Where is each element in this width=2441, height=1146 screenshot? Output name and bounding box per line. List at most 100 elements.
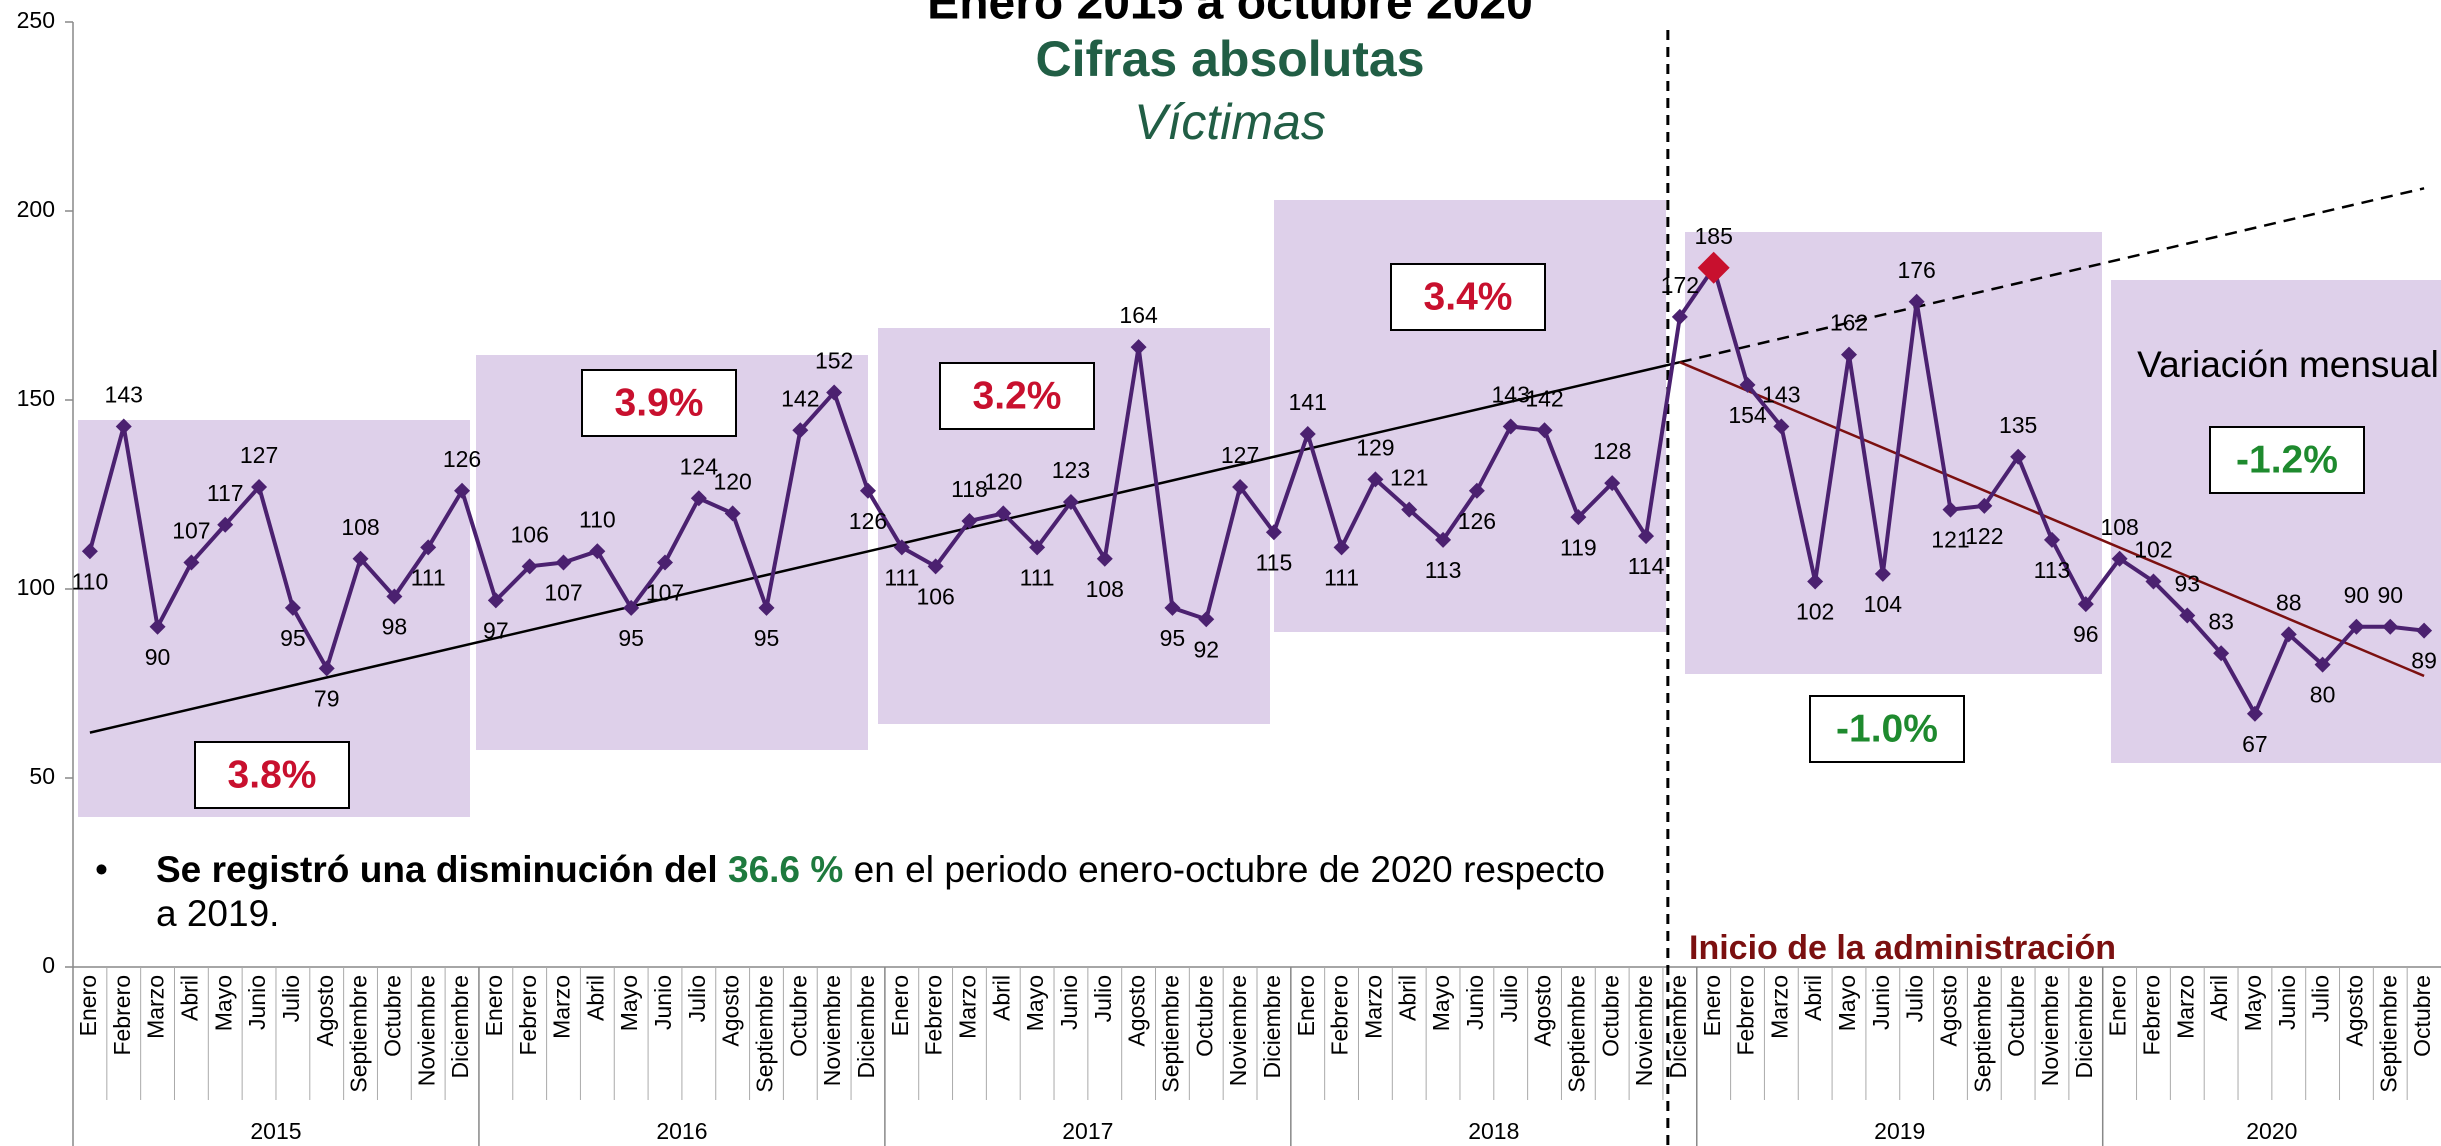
data-point — [1908, 293, 1925, 310]
data-label: 95 — [618, 625, 644, 651]
data-label: 172 — [1661, 272, 1699, 298]
data-label: 129 — [1356, 434, 1394, 460]
data-label: 83 — [2208, 608, 2234, 634]
data-point — [927, 558, 944, 575]
year-label: 2019 — [1874, 1118, 1925, 1144]
y-tick-label: 200 — [17, 196, 55, 222]
data-label: 124 — [680, 453, 719, 479]
data-point — [1671, 308, 1688, 325]
data-label: 107 — [544, 580, 582, 606]
data-point — [555, 554, 572, 571]
data-point — [81, 543, 98, 560]
x-tick-label: Junio — [2274, 975, 2300, 1030]
data-point — [115, 418, 132, 435]
variation-label: Variación mensual — [2137, 344, 2439, 385]
period-label-box — [939, 362, 1095, 430]
data-label: 106 — [916, 583, 954, 609]
x-tick-label: Octubre — [785, 975, 811, 1057]
data-label: 127 — [1221, 442, 1259, 468]
data-point — [1232, 478, 1249, 495]
data-point — [1697, 251, 1730, 284]
chart-title: Enero 2015 a octubre 2020 — [927, 0, 1533, 30]
x-tick-label: Mayo — [2240, 975, 2266, 1031]
x-tick-label: Febrero — [515, 975, 541, 1056]
period-label-box — [1809, 695, 1965, 763]
data-point — [454, 482, 471, 499]
x-tick-label: Julio — [1902, 975, 1928, 1022]
data-label: 106 — [510, 521, 548, 547]
x-tick-label: Septiembre — [2375, 975, 2401, 1093]
x-tick-label: Junio — [1056, 975, 1082, 1030]
x-tick-label: Julio — [1090, 975, 1116, 1022]
data-point — [1536, 422, 1553, 439]
data-label: 108 — [1086, 576, 1124, 602]
period-label: -1.0% — [1836, 707, 1938, 750]
x-tick-label: Febrero — [1327, 975, 1353, 1056]
data-point — [1299, 426, 1316, 443]
x-tick-label: Agosto — [312, 975, 338, 1047]
data-label: 141 — [1289, 389, 1327, 415]
x-tick-label: Junio — [244, 975, 270, 1030]
data-label: 121 — [1390, 465, 1428, 491]
data-point — [149, 618, 166, 635]
x-tick-label: Marzo — [2172, 975, 2198, 1039]
data-point — [1638, 528, 1655, 545]
data-label: 135 — [1999, 412, 2037, 438]
administration-label: Inicio de la administración — [1689, 929, 2116, 967]
data-point — [2010, 448, 2027, 465]
note-bold: Se registró una disminución del — [156, 849, 718, 890]
x-tick-label: Mayo — [1022, 975, 1048, 1031]
data-point — [1570, 509, 1587, 526]
data-point — [1807, 573, 1824, 590]
bullet: • — [95, 849, 108, 890]
data-point — [859, 482, 876, 499]
data-label: 80 — [2310, 682, 2336, 708]
x-tick-label: Septiembre — [346, 975, 372, 1093]
trend-line — [1679, 187, 2425, 364]
x-tick-label: Febrero — [2139, 975, 2165, 1056]
x-tick-label: Junio — [1868, 975, 1894, 1030]
data-label: 93 — [2174, 571, 2200, 597]
x-tick-label: Agosto — [1124, 975, 1150, 1047]
data-point — [690, 490, 707, 507]
chart-subtitle2: Víctimas — [1134, 94, 1326, 150]
data-label: 113 — [1425, 557, 1462, 583]
data-point — [217, 516, 234, 533]
period-label: 3.2% — [973, 374, 1062, 417]
data-label: 114 — [1628, 553, 1665, 579]
x-tick-label: Octubre — [2003, 975, 2029, 1057]
data-label: 152 — [815, 348, 853, 374]
x-tick-label: Abril — [582, 975, 608, 1021]
x-tick-label: Mayo — [616, 975, 642, 1031]
period-label-box — [2209, 426, 2365, 494]
x-tick-label: Abril — [1800, 975, 1826, 1021]
x-tick-label: Diciembre — [2071, 975, 2097, 1079]
data-point — [2280, 626, 2297, 643]
period-label-box — [1390, 263, 1546, 331]
x-tick-label: Agosto — [718, 975, 744, 1047]
data-point — [826, 384, 843, 401]
x-tick-label: Septiembre — [1563, 975, 1589, 1093]
data-label: 95 — [280, 625, 306, 651]
x-tick-label: Enero — [2105, 975, 2131, 1036]
data-point — [1435, 531, 1452, 548]
data-point — [961, 512, 978, 529]
x-tick-label: Agosto — [1936, 975, 1962, 1047]
year-label: 2017 — [1062, 1118, 1113, 1144]
data-label: 92 — [1193, 636, 1219, 662]
data-label: 110 — [579, 506, 616, 532]
data-point — [2077, 596, 2094, 613]
data-label: 90 — [145, 644, 171, 670]
data-label: 143 — [105, 382, 143, 408]
data-label: 108 — [2100, 514, 2138, 540]
x-tick-label: Mayo — [210, 975, 236, 1031]
data-label: 176 — [1897, 257, 1935, 283]
y-tick-label: 50 — [29, 763, 55, 789]
x-tick-label: Noviembre — [1631, 975, 1657, 1086]
period-box — [2111, 280, 2441, 763]
x-tick-label: Octubre — [1597, 975, 1623, 1057]
data-point — [1739, 376, 1756, 393]
data-label: 154 — [1728, 402, 1767, 428]
data-point — [183, 554, 200, 571]
